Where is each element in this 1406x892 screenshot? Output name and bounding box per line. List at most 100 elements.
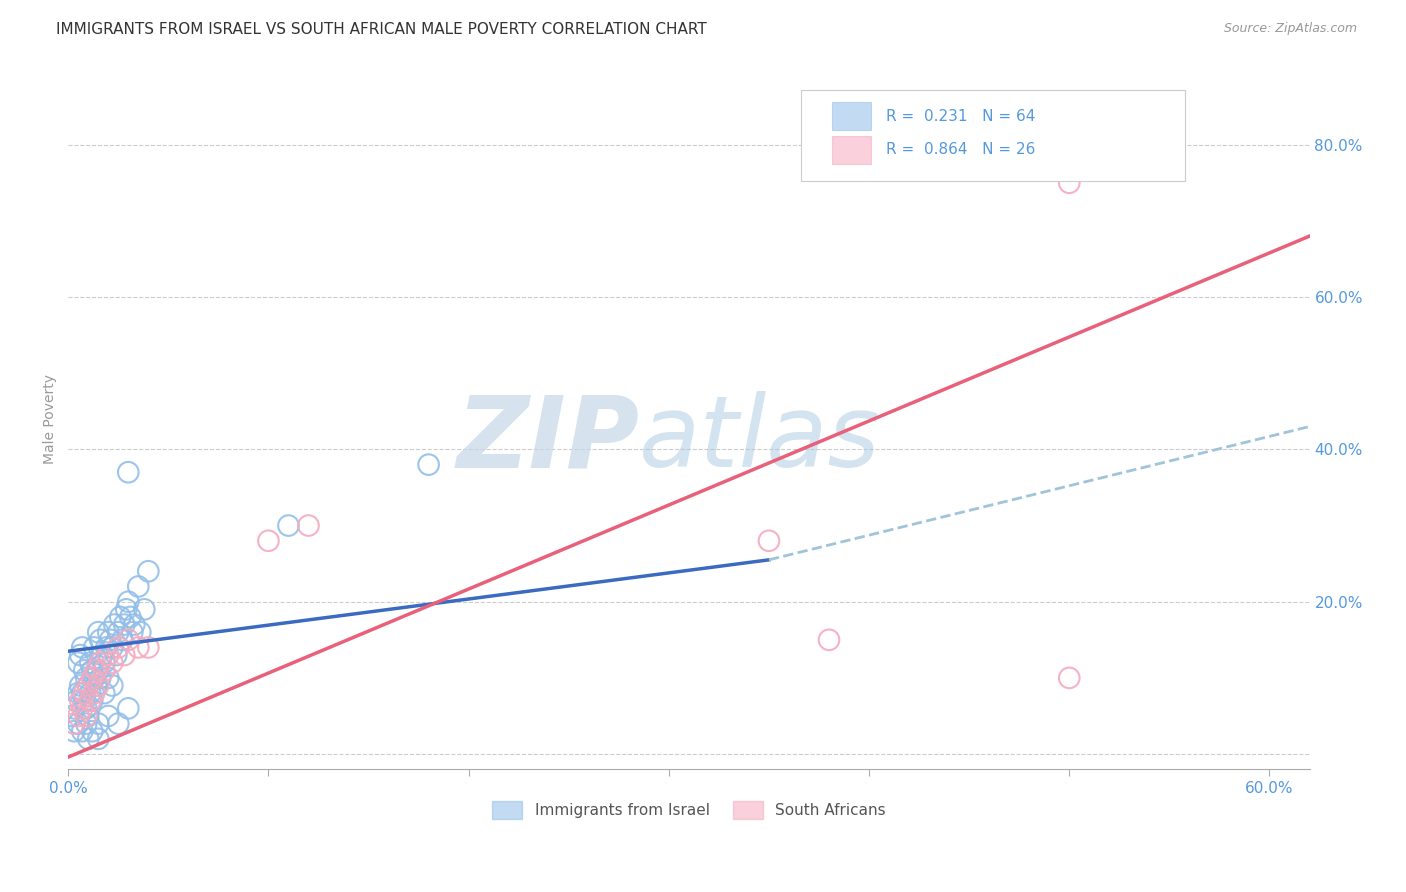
Point xyxy=(69,648,91,662)
Point xyxy=(136,564,159,578)
Point xyxy=(111,632,134,647)
Point xyxy=(277,518,299,533)
Point xyxy=(1059,671,1081,685)
Point xyxy=(77,731,100,746)
FancyBboxPatch shape xyxy=(800,89,1185,181)
Point xyxy=(87,716,110,731)
Point xyxy=(96,640,118,655)
Point xyxy=(121,625,143,640)
Point xyxy=(93,686,115,700)
Point xyxy=(67,656,90,670)
Point xyxy=(418,458,440,472)
Bar xyxy=(831,103,872,130)
Point xyxy=(97,671,120,685)
Point xyxy=(87,625,110,640)
Point xyxy=(127,580,149,594)
Point xyxy=(129,625,152,640)
Point xyxy=(107,716,129,731)
Text: IMMIGRANTS FROM ISRAEL VS SOUTH AFRICAN MALE POVERTY CORRELATION CHART: IMMIGRANTS FROM ISRAEL VS SOUTH AFRICAN … xyxy=(56,22,707,37)
Point xyxy=(75,671,97,685)
Point xyxy=(91,648,114,662)
Point xyxy=(83,686,105,700)
Point xyxy=(65,694,87,708)
Point xyxy=(75,716,97,731)
Point xyxy=(87,679,110,693)
Legend: Immigrants from Israel, South Africans: Immigrants from Israel, South Africans xyxy=(485,795,891,825)
Point xyxy=(107,625,129,640)
Text: R =  0.231   N = 64: R = 0.231 N = 64 xyxy=(886,109,1036,124)
Point xyxy=(115,602,138,616)
Point xyxy=(70,701,93,715)
Point xyxy=(77,679,100,693)
Point xyxy=(84,663,107,677)
Point xyxy=(67,686,90,700)
Point xyxy=(97,648,120,662)
Point xyxy=(84,679,107,693)
Point xyxy=(103,617,125,632)
Point xyxy=(75,701,97,715)
Point xyxy=(93,656,115,670)
Point xyxy=(89,656,111,670)
Point xyxy=(73,686,96,700)
Point xyxy=(70,686,93,700)
Point xyxy=(134,602,156,616)
Text: Source: ZipAtlas.com: Source: ZipAtlas.com xyxy=(1223,22,1357,36)
Point xyxy=(107,640,129,655)
Text: atlas: atlas xyxy=(640,392,880,489)
Point xyxy=(63,724,86,739)
Point xyxy=(101,679,124,693)
Point xyxy=(82,694,104,708)
Point xyxy=(82,671,104,685)
Point xyxy=(117,465,139,479)
Point xyxy=(97,625,120,640)
Y-axis label: Male Poverty: Male Poverty xyxy=(44,374,58,464)
Bar xyxy=(831,136,872,164)
Point xyxy=(117,701,139,715)
Point xyxy=(69,694,91,708)
Point xyxy=(75,709,97,723)
Text: R =  0.864   N = 26: R = 0.864 N = 26 xyxy=(886,143,1036,157)
Point xyxy=(89,671,111,685)
Point xyxy=(105,648,128,662)
Point xyxy=(136,640,159,655)
Point xyxy=(63,701,86,715)
Point xyxy=(818,632,841,647)
Point xyxy=(60,709,83,723)
Point xyxy=(77,679,100,693)
Point xyxy=(89,632,111,647)
Point xyxy=(257,533,280,548)
Point xyxy=(758,533,780,548)
Point xyxy=(82,663,104,677)
Point xyxy=(79,656,101,670)
Point xyxy=(83,640,105,655)
Point xyxy=(87,731,110,746)
Point xyxy=(70,724,93,739)
Point xyxy=(69,679,91,693)
Point xyxy=(87,663,110,677)
Point xyxy=(124,617,146,632)
Point xyxy=(73,694,96,708)
Point xyxy=(112,648,135,662)
Point xyxy=(93,663,115,677)
Point xyxy=(1059,176,1081,190)
Point xyxy=(112,617,135,632)
Point xyxy=(63,716,86,731)
Point xyxy=(117,595,139,609)
Point xyxy=(97,709,120,723)
Point xyxy=(98,632,121,647)
Point xyxy=(77,709,100,723)
Point xyxy=(70,640,93,655)
Point xyxy=(120,610,142,624)
Point xyxy=(127,640,149,655)
Point xyxy=(82,724,104,739)
Point xyxy=(79,694,101,708)
Point xyxy=(73,663,96,677)
Point xyxy=(101,656,124,670)
Point xyxy=(83,671,105,685)
Point xyxy=(79,686,101,700)
Point xyxy=(101,640,124,655)
Point xyxy=(297,518,319,533)
Text: ZIP: ZIP xyxy=(456,392,640,489)
Point xyxy=(67,716,90,731)
Point xyxy=(110,610,132,624)
